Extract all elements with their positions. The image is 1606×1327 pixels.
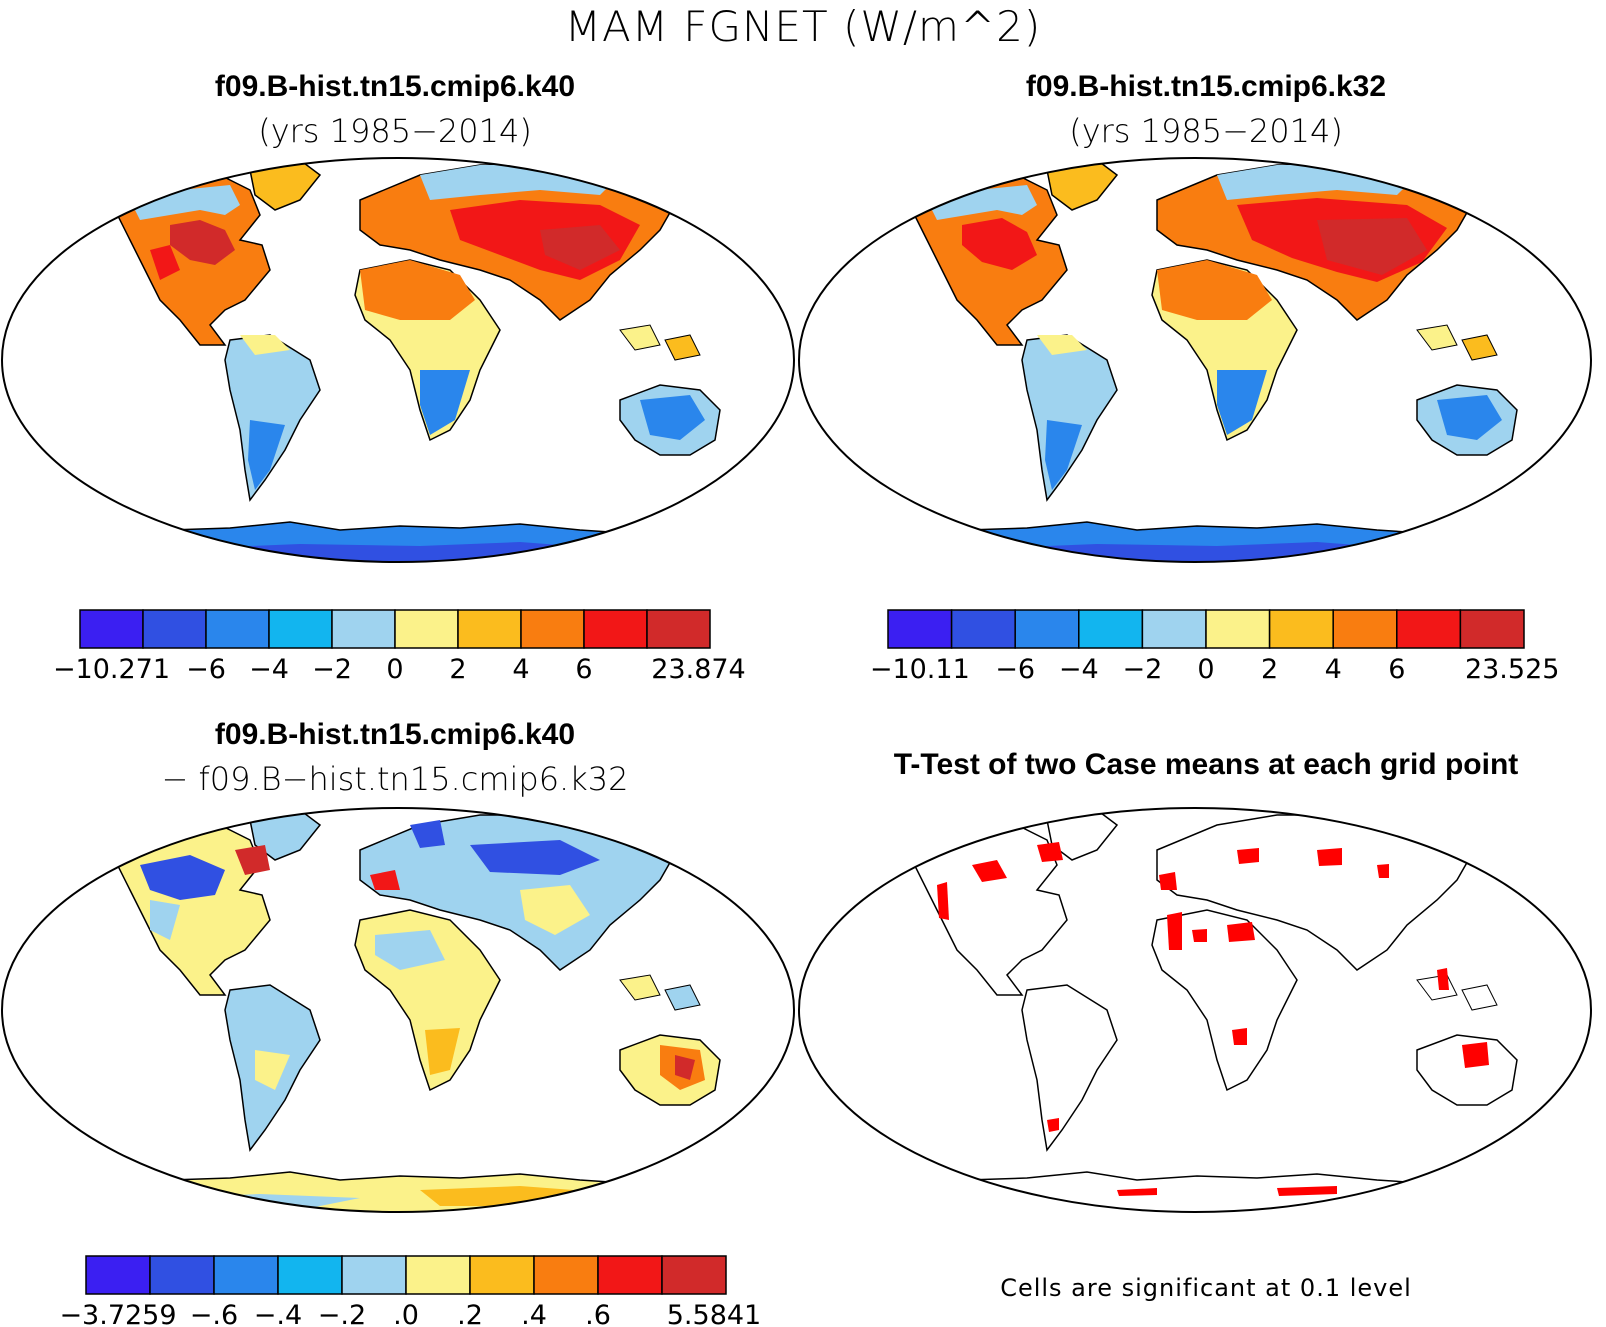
colorbar-swatch <box>1396 609 1462 649</box>
colorbar-swatch <box>1014 609 1080 649</box>
panel-k32-title: f09.B-hist.tn15.cmip6.k32 <box>1025 70 1387 103</box>
significant-cells <box>937 842 1489 1207</box>
map-continents <box>905 809 1518 1212</box>
colorbar-swatch <box>583 609 648 649</box>
colorbar-diff: −3.7259 −.6 −.4 −.2 .0 .2 .4 .6 5.5841 <box>59 1255 761 1327</box>
significance-note: Cells are significant at 0.1 level <box>1000 1274 1412 1302</box>
colorbar-tick-label: 23.874 <box>651 654 745 685</box>
colorbar-tick-label: −10.11 <box>870 654 970 685</box>
map-border <box>798 807 1592 1213</box>
map-panel-k40 <box>1 157 795 563</box>
colorbar-swatch <box>331 609 396 649</box>
colorbar-swatch <box>1459 609 1525 649</box>
colorbar-tick-label: .0 <box>393 1300 419 1327</box>
map-border <box>1 157 795 563</box>
colorbar-tick-label: 2 <box>1261 654 1278 685</box>
colorbar-swatch <box>149 1255 215 1295</box>
colorbar-tick-label: −4 <box>1059 654 1099 685</box>
colorbar-tick-label: −6 <box>995 654 1035 685</box>
colorbar-tick-label: .6 <box>585 1300 611 1327</box>
colorbar-tick-label: 4 <box>512 654 529 685</box>
colorbar-swatch <box>205 609 270 649</box>
colorbar-tick-label: −3.7259 <box>59 1300 176 1327</box>
figure-title: MAM FGNET (W/m^2) <box>564 2 1042 51</box>
colorbar-tick-label: 0 <box>1197 654 1214 685</box>
colorbar-tick-label: .2 <box>457 1300 483 1327</box>
colorbar-swatch <box>1268 609 1334 649</box>
colorbar-swatch <box>405 1255 471 1295</box>
colorbar-swatch <box>142 609 207 649</box>
colorbar-swatch <box>533 1255 599 1295</box>
colorbar-tick-label: −10.271 <box>53 654 170 685</box>
colorbar-k40: −10.271 −6 −4 −2 0 2 4 6 23.874 <box>53 609 746 685</box>
panel-ttest-title: T-Test of two Case means at each grid po… <box>893 748 1519 781</box>
colorbar-swatch <box>79 609 144 649</box>
colorbar-swatch <box>341 1255 407 1295</box>
colorbar-tick-label: −.6 <box>190 1300 238 1327</box>
colorbar-tick-label: 4 <box>1325 654 1342 685</box>
colorbar-tick-label: 23.525 <box>1465 654 1559 685</box>
colorbar-swatch <box>277 1255 343 1295</box>
colorbar-swatch <box>597 1255 663 1295</box>
colorbar-swatch <box>1078 609 1144 649</box>
panel-k40-subtitle: (yrs 1985−2014) <box>258 112 532 150</box>
colorbar-tick-label: 0 <box>386 654 403 685</box>
colorbar-tick-label: .4 <box>521 1300 547 1327</box>
south-america <box>1021 984 1118 1152</box>
australia <box>1416 1034 1518 1106</box>
colorbar-tick-label: 6 <box>575 654 592 685</box>
colorbar-swatch <box>520 609 585 649</box>
colorbar-tick-label: −2 <box>312 654 352 685</box>
colorbar-swatch <box>950 609 1016 649</box>
map-continents <box>905 159 1518 562</box>
colorbar-tick-label: 5.5841 <box>667 1300 761 1327</box>
map-panel-diff <box>1 807 795 1213</box>
colorbar-swatch <box>646 609 711 649</box>
north-america <box>905 824 1068 996</box>
panel-diff-title: f09.B-hist.tn15.cmip6.k40 <box>214 718 576 751</box>
colorbar-swatch <box>268 609 333 649</box>
colorbar-swatch <box>469 1255 535 1295</box>
colorbar-tick-label: 2 <box>449 654 466 685</box>
panel-k32-subtitle: (yrs 1985−2014) <box>1069 112 1343 150</box>
map-border <box>798 157 1592 563</box>
colorbar-tick-label: 6 <box>1388 654 1405 685</box>
colorbar-swatch <box>394 609 459 649</box>
map-panel-k32 <box>798 157 1592 563</box>
panel-diff-subtitle: − f09.B−hist.tn15.cmip6.k32 <box>161 760 629 798</box>
colorbar-swatch <box>85 1255 151 1295</box>
colorbar-swatch <box>661 1255 727 1295</box>
colorbar-tick-label: −.2 <box>318 1300 366 1327</box>
colorbar-tick-label: −6 <box>186 654 226 685</box>
colorbar-swatch <box>1141 609 1207 649</box>
colorbar-swatch <box>1332 609 1398 649</box>
panel-k40-title: f09.B-hist.tn15.cmip6.k40 <box>214 70 576 103</box>
colorbar-k32: −10.11 −6 −4 −2 0 2 4 6 23.525 <box>870 609 1559 685</box>
colorbar-swatch <box>887 609 953 649</box>
africa <box>1151 909 1298 1092</box>
colorbar-swatch <box>1205 609 1271 649</box>
colorbar-swatch <box>457 609 522 649</box>
colorbar-tick-label: −4 <box>249 654 289 685</box>
map-panel-ttest <box>798 807 1592 1213</box>
colorbar-tick-label: −.4 <box>254 1300 302 1327</box>
map-border <box>1 807 795 1213</box>
colorbar-tick-label: −2 <box>1122 654 1162 685</box>
colorbar-swatch <box>213 1255 279 1295</box>
